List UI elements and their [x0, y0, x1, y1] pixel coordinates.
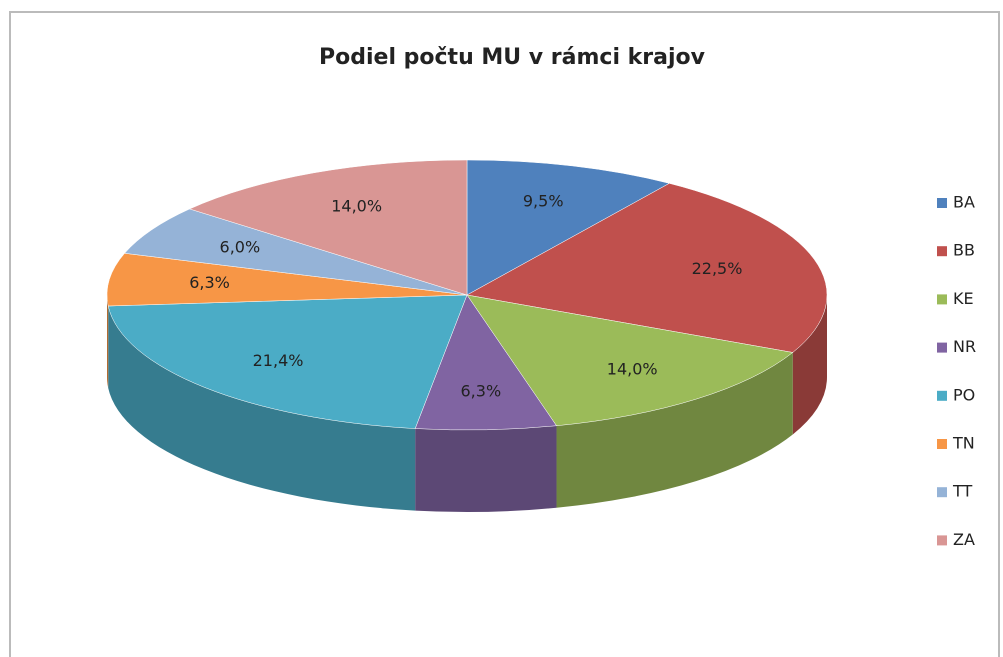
- slice-side: [415, 425, 557, 512]
- data-label: 22,5%: [692, 259, 743, 278]
- legend-swatch: [937, 390, 947, 401]
- legend-swatch: [937, 342, 947, 353]
- legend-swatch: [937, 487, 947, 498]
- data-label: 6,0%: [220, 238, 261, 257]
- legend-label: TN: [952, 434, 975, 453]
- slice: [414, 294, 557, 431]
- data-label: 6,3%: [461, 382, 502, 401]
- legend-label: NR: [953, 337, 976, 356]
- legend-label: BA: [953, 193, 975, 212]
- data-label: 6,3%: [189, 273, 230, 292]
- legend-label: TT: [952, 482, 972, 501]
- slice-side: [107, 295, 109, 389]
- slice: [106, 253, 468, 307]
- slice: [466, 294, 794, 427]
- data-label: 14,0%: [331, 197, 382, 216]
- legend-swatch: [937, 246, 947, 257]
- slice: [466, 159, 671, 296]
- slice: [124, 208, 468, 296]
- data-label: 14,0%: [607, 359, 658, 378]
- slice-side: [108, 306, 416, 511]
- legend-swatch: [937, 198, 947, 208]
- legend-swatch: [937, 439, 947, 449]
- legend-label: KE: [953, 289, 974, 308]
- legend-swatch: [937, 535, 947, 546]
- chart-title: Podiel počtu MU v rámci krajov: [319, 45, 706, 70]
- slice: [466, 183, 828, 353]
- data-label: 9,5%: [523, 192, 564, 211]
- legend-label: PO: [953, 385, 975, 404]
- slice-side: [556, 352, 793, 508]
- legend-label: BB: [953, 241, 975, 260]
- legend-swatch: [937, 294, 947, 305]
- legend-label: ZA: [953, 530, 975, 549]
- slice-side: [792, 295, 827, 435]
- data-label: 21,4%: [253, 351, 304, 370]
- slice: [188, 159, 468, 296]
- slice: [107, 294, 468, 429]
